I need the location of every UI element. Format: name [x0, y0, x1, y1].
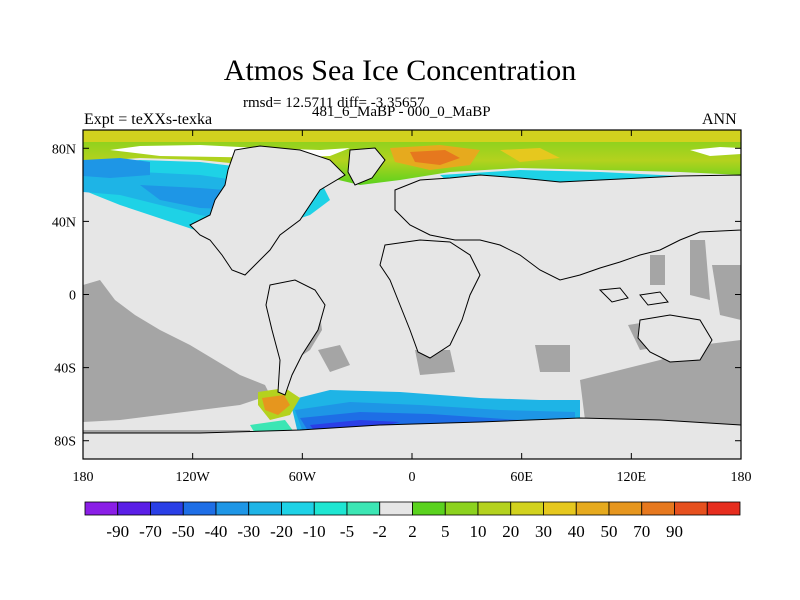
colorbar-swatch: [117, 501, 151, 516]
stats-label: rmsd= 12.5711 diff= -3.35657: [243, 95, 425, 111]
colorbar-label: 90: [666, 522, 683, 541]
colorbar-label: -2: [373, 522, 387, 541]
experiment-label: Expt = teXXs-texka: [84, 111, 213, 128]
colorbar-label: 50: [601, 522, 618, 541]
colorbar: -90 -70 -50 -40 -30 -20 -10 -5 -2 2 5 10 20 30 40 50 70 9…: [84, 501, 741, 541]
colorbar-label: -5: [340, 522, 354, 541]
colorbar-swatch: [543, 501, 577, 516]
lat-tick-label: 80N: [52, 142, 76, 157]
colorbar-label: 2: [408, 522, 417, 541]
colorbar-label: -30: [237, 522, 260, 541]
lon-tick-label: 120E: [617, 470, 647, 485]
colorbar-label: -10: [303, 522, 326, 541]
case-difference-label: 481_6_MaBP - 000_0_MaBP: [312, 104, 491, 120]
lon-tick-label: 180: [73, 470, 94, 485]
lon-tick-label: 180: [731, 470, 752, 485]
colorbar-label: -40: [205, 522, 228, 541]
colorbar-label: 10: [470, 522, 487, 541]
lon-tick-label: 0: [409, 470, 416, 485]
lat-tick-label: 40N: [52, 215, 76, 230]
colorbar-swatch: [215, 501, 250, 516]
colorbar-swatch: [575, 501, 610, 516]
colorbar-swatch: [346, 501, 381, 516]
colorbar-swatch: [248, 501, 282, 516]
lat-tick-label: 80S: [54, 435, 76, 450]
colorbar-label: -50: [172, 522, 195, 541]
chart-title: Atmos Sea Ice Concentration: [223, 54, 577, 87]
colorbar-label: -90: [106, 522, 129, 541]
longitude-axis: 180 120W 60W 0 60E 120E 180: [73, 130, 752, 485]
colorbar-label: -20: [270, 522, 293, 541]
colorbar-swatch: [674, 501, 708, 516]
colorbar-swatch: [510, 501, 544, 516]
colorbar-label: 40: [568, 522, 585, 541]
colorbar-label: 20: [502, 522, 519, 541]
colorbar-swatch: [412, 501, 446, 516]
lon-tick-label: 120W: [176, 470, 211, 485]
colorbar-label: 30: [535, 522, 552, 541]
colorbar-swatch: [706, 501, 741, 516]
colorbar-swatch: [444, 501, 479, 516]
colorbar-swatch: [281, 501, 315, 516]
colorbar-swatch: [313, 501, 348, 516]
latitude-axis: 80N 40N 0 40S 80S: [52, 142, 741, 450]
lon-tick-label: 60W: [289, 470, 317, 485]
lat-tick-label: 40S: [54, 362, 76, 377]
colorbar-swatch: [379, 501, 413, 516]
colorbar-swatch: [182, 501, 217, 516]
colorbar-swatch: [84, 501, 119, 516]
season-label: ANN: [702, 111, 737, 128]
colorbar-swatch: [477, 501, 512, 516]
continent-outlines: [83, 145, 741, 459]
lat-tick-label: 0: [69, 289, 76, 304]
colorbar-swatch: [150, 501, 184, 516]
colorbar-label: 5: [441, 522, 450, 541]
lon-tick-label: 60E: [510, 470, 533, 485]
colorbar-label: -70: [139, 522, 162, 541]
map-area: [83, 130, 741, 459]
colorbar-label: 70: [633, 522, 650, 541]
colorbar-swatch: [608, 501, 643, 516]
colorbar-swatch: [641, 501, 675, 516]
